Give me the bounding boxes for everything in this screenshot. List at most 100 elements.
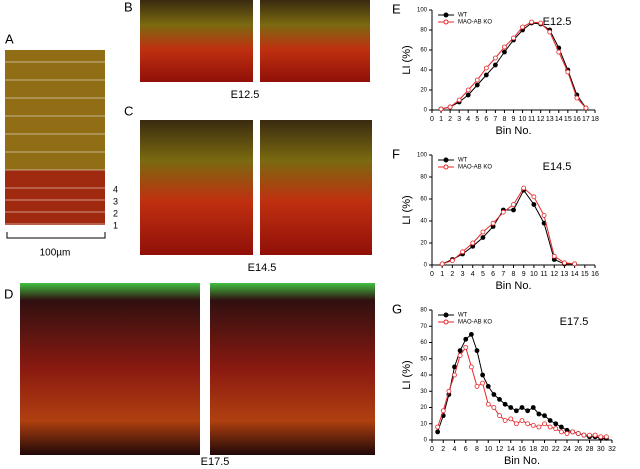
- data-point: [457, 348, 463, 354]
- caption: E17.5: [201, 456, 230, 468]
- panel-b-image: [140, 0, 253, 82]
- data-point: [492, 55, 498, 61]
- y-tick-label: 40: [420, 219, 427, 225]
- y-tick-label: 20: [420, 405, 427, 411]
- data-point: [463, 344, 469, 350]
- x-tick-label: 18: [529, 446, 537, 453]
- x-tick-label: 14: [555, 116, 563, 123]
- legend-label: MAO-AB KO: [458, 320, 492, 326]
- x-tick-label: 15: [564, 116, 572, 123]
- legend-label: MAO-AB KO: [458, 165, 492, 171]
- y-tick-label: 70: [420, 324, 427, 330]
- y-tick-label: 30: [420, 389, 427, 395]
- data-point: [558, 424, 564, 430]
- y-tick-label: 50: [420, 356, 427, 362]
- data-point: [500, 209, 506, 215]
- panel-label: A: [5, 31, 14, 46]
- panel-a-image: [5, 50, 106, 239]
- legend-marker: [443, 319, 449, 325]
- x-tick-label: 26: [574, 446, 582, 453]
- legend-label: MAO-AB KO: [458, 20, 492, 26]
- scale-label: 100µm: [40, 248, 71, 259]
- x-tick-label: 7: [493, 116, 497, 123]
- series-line: [440, 21, 587, 110]
- data-point: [565, 69, 571, 75]
- series-line: [437, 346, 607, 438]
- x-tick-label: 4: [453, 446, 457, 453]
- bin-label: 3: [113, 196, 118, 206]
- x-tick-label: 1: [439, 116, 443, 123]
- x-tick-label: 10: [519, 116, 527, 123]
- data-point: [465, 87, 471, 93]
- data-point: [511, 207, 516, 213]
- x-tick-label: 16: [518, 446, 526, 453]
- x-tick-label: 9: [512, 116, 516, 123]
- data-point: [547, 424, 553, 430]
- x-axis-label: Bin No.: [495, 125, 531, 137]
- x-tick-label: 32: [608, 446, 616, 453]
- data-point: [529, 19, 535, 25]
- data-point: [511, 202, 516, 207]
- data-point: [551, 253, 557, 259]
- data-point: [542, 421, 547, 427]
- chart-title: E14.5: [543, 161, 572, 173]
- legend-label: WT: [458, 13, 468, 19]
- data-point: [553, 426, 559, 432]
- x-tick-label: 6: [491, 271, 495, 278]
- data-point: [485, 383, 491, 389]
- data-point: [460, 249, 465, 255]
- y-tick-label: 80: [420, 28, 427, 34]
- data-point: [519, 405, 525, 410]
- data-point: [480, 235, 486, 240]
- data-point: [440, 408, 446, 414]
- legend-marker: [443, 164, 449, 170]
- data-point: [562, 260, 567, 266]
- data-point: [587, 432, 592, 438]
- bin-label: 1: [113, 220, 118, 230]
- data-point: [530, 422, 536, 428]
- x-tick-label: 18: [591, 116, 599, 123]
- panel-b-image: [260, 0, 370, 82]
- x-tick-label: 10: [484, 446, 492, 453]
- panel-label: E: [392, 1, 401, 16]
- data-point: [491, 405, 497, 410]
- x-tick-label: 14: [507, 446, 515, 453]
- data-point: [446, 388, 452, 394]
- x-tick-label: 7: [501, 271, 505, 278]
- data-point: [490, 220, 496, 226]
- legend-label: WT: [458, 158, 468, 164]
- x-tick-label: 2: [441, 446, 445, 453]
- x-tick-label: 8: [502, 116, 506, 123]
- y-tick-label: 60: [420, 197, 427, 203]
- x-tick-label: 24: [563, 446, 571, 453]
- data-point: [452, 372, 457, 378]
- data-point: [581, 432, 587, 438]
- data-point: [520, 24, 525, 30]
- x-tick-label: 8: [512, 271, 516, 278]
- data-point: [508, 405, 514, 410]
- x-tick-label: 3: [457, 116, 461, 123]
- y-tick-label: 40: [420, 68, 427, 74]
- panel-label: G: [392, 301, 402, 316]
- data-point: [468, 364, 474, 370]
- x-tick-label: 13: [546, 116, 554, 123]
- y-tick-label: 100: [417, 153, 428, 159]
- data-point: [438, 106, 444, 112]
- data-point: [583, 105, 589, 111]
- data-point: [474, 77, 480, 83]
- data-point: [439, 261, 445, 267]
- y-tick-label: 60: [420, 340, 427, 346]
- y-tick-label: 0: [424, 263, 428, 269]
- legend-marker: [443, 19, 449, 25]
- x-tick-label: 9: [522, 271, 526, 278]
- x-tick-label: 0: [430, 271, 434, 278]
- x-tick-label: 28: [586, 446, 594, 453]
- bin-label: 2: [113, 208, 118, 218]
- x-tick-label: 2: [450, 271, 454, 278]
- legend-label: WT: [458, 313, 468, 319]
- x-tick-label: 15: [581, 271, 589, 278]
- data-point: [558, 429, 564, 435]
- y-axis-label: LI (%): [401, 45, 413, 74]
